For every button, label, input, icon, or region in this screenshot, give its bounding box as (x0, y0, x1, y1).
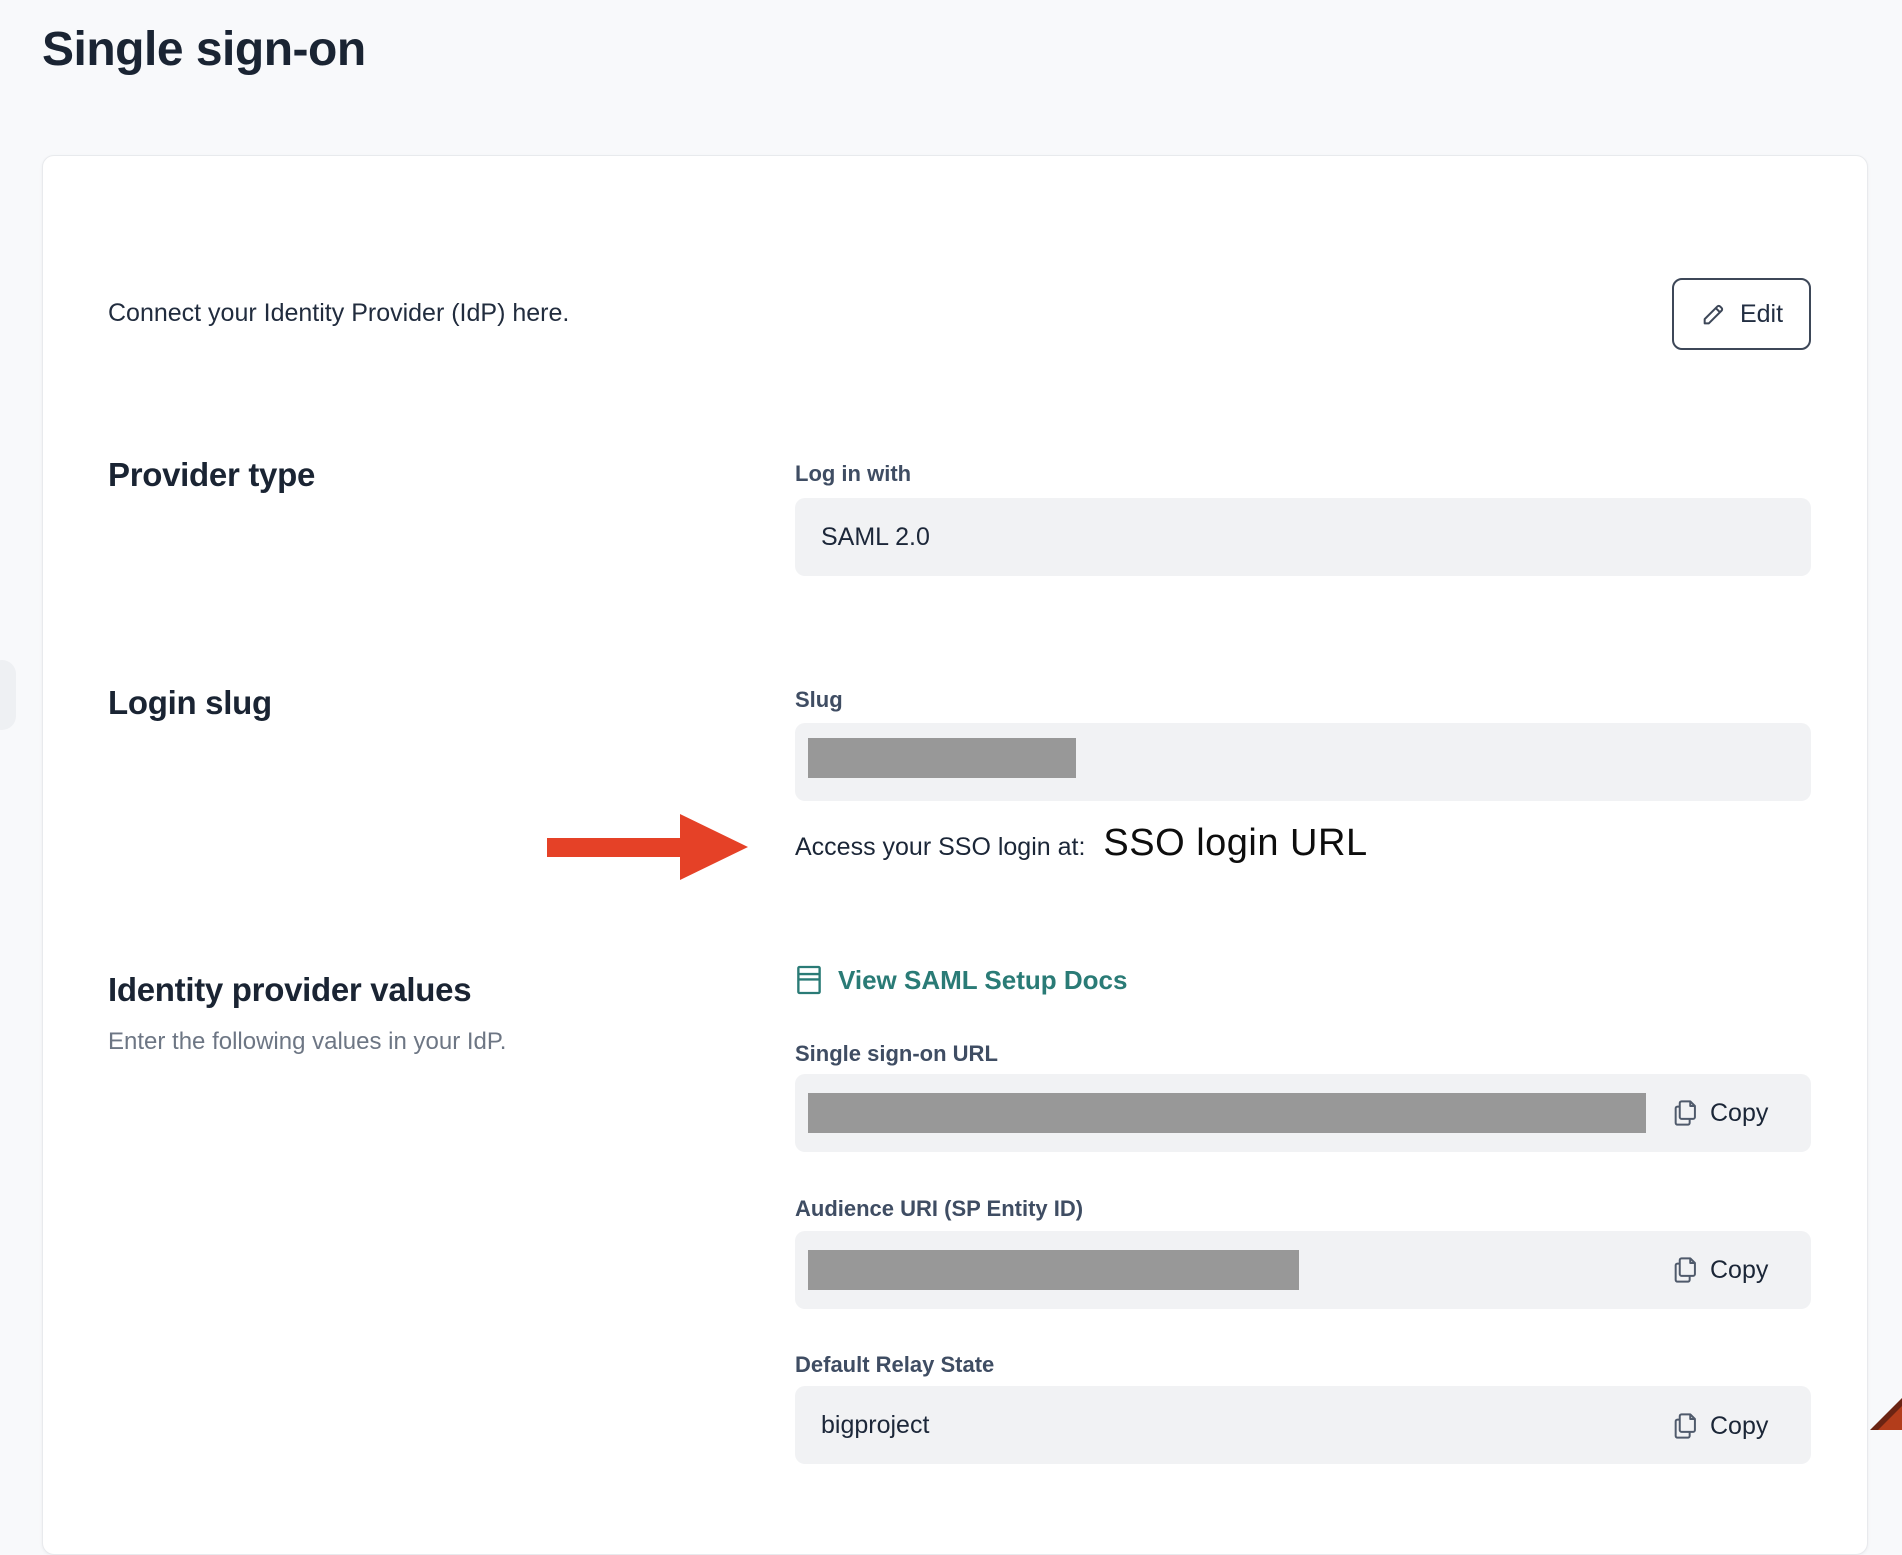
idp-values-heading: Identity provider values (108, 971, 472, 1008)
slug-label: Slug (795, 687, 843, 712)
view-saml-docs-link[interactable]: View SAML Setup Docs (796, 964, 1127, 996)
annotation-arrow-head (680, 814, 748, 880)
access-login-text: Access your SSO login at: (795, 833, 1086, 861)
provider-type-value: SAML 2.0 (821, 522, 930, 551)
relay-state-label: Default Relay State (795, 1352, 995, 1377)
login-slug-heading: Login slug (108, 684, 272, 721)
log-in-with-label: Log in with (795, 461, 912, 486)
audience-uri-redaction (808, 1250, 1299, 1290)
page-title: Single sign-on (42, 23, 366, 76)
edit-button[interactable]: Edit (1672, 278, 1811, 350)
audience-uri-label: Audience URI (SP Entity ID) (795, 1196, 1084, 1221)
copy-button-label: Copy (1710, 1098, 1769, 1127)
relay-state-value: bigproject (821, 1410, 930, 1439)
relay-state-field: bigproject (795, 1386, 1811, 1464)
copy-icon (1671, 1097, 1699, 1129)
sso-login-url-annotation: SSO login URL (1103, 822, 1368, 864)
idp-values-subheading: Enter the following values in your IdP. (108, 1028, 507, 1055)
corner-annotation-fragment-inner (1878, 1406, 1902, 1430)
slug-redaction (808, 738, 1076, 778)
copy-icon (1671, 1254, 1699, 1286)
copy-button-label: Copy (1710, 1411, 1769, 1440)
sso-url-redaction (808, 1093, 1646, 1133)
access-login-row: Access your SSO login at: SSO login URL (795, 822, 1368, 865)
provider-type-heading: Provider type (108, 456, 316, 493)
pencil-icon (1700, 300, 1728, 328)
edit-button-label: Edit (1739, 299, 1784, 328)
docs-icon (796, 964, 822, 996)
intro-text: Connect your Identity Provider (IdP) her… (108, 299, 570, 327)
sso-settings-card: Connect your Identity Provider (IdP) her… (42, 155, 1868, 1555)
provider-type-field: SAML 2.0 (795, 498, 1811, 576)
copy-sso-url-button[interactable]: Copy (1671, 1093, 1768, 1133)
copy-icon (1671, 1410, 1699, 1442)
annotation-arrow (547, 838, 682, 857)
sso-url-label: Single sign-on URL (795, 1041, 998, 1066)
copy-audience-uri-button[interactable]: Copy (1671, 1250, 1768, 1290)
copy-button-label: Copy (1710, 1255, 1769, 1284)
docs-link-label: View SAML Setup Docs (838, 964, 1128, 995)
copy-relay-state-button[interactable]: Copy (1671, 1406, 1768, 1446)
left-edge-handle (0, 660, 16, 730)
